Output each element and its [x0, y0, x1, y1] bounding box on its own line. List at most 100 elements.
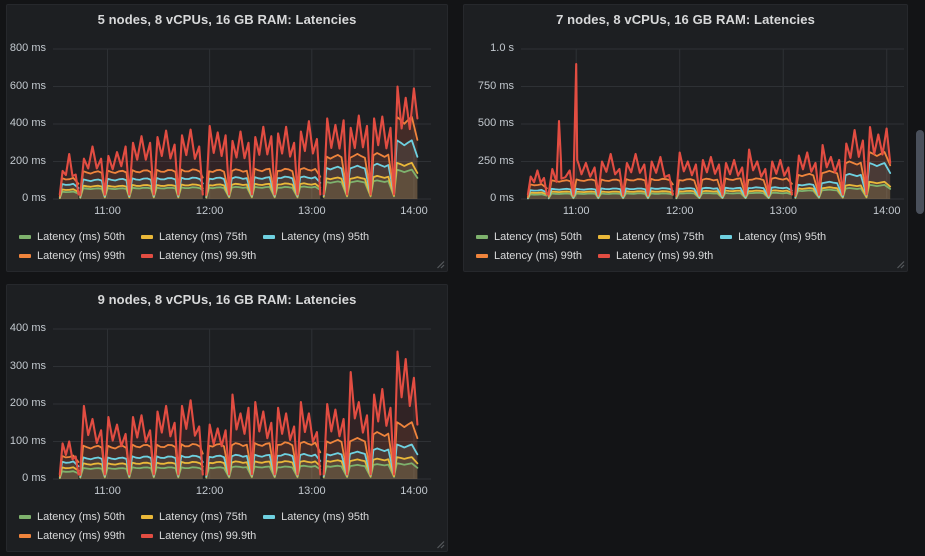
series-line-p99 — [205, 440, 322, 476]
legend-item[interactable]: Latency (ms) 99th — [476, 250, 582, 262]
legend-color-marker-icon — [19, 533, 31, 538]
legend-label: Latency (ms) 50th — [37, 510, 126, 523]
series-fill-p50 — [548, 193, 673, 199]
series-line-p75 — [322, 456, 419, 478]
legend-color-marker-icon — [141, 533, 154, 538]
panel-resize-handle-icon[interactable] — [436, 260, 445, 269]
series-fill-p99 — [80, 444, 203, 479]
y-axis-tick-label: 600 ms — [9, 79, 46, 92]
series-line-p95 — [675, 186, 793, 199]
legend-row: Latency (ms) 50th Latency (ms) 75th Latenc… — [19, 227, 369, 246]
panel-resize-handle-icon[interactable] — [896, 260, 905, 269]
series-line-p95 — [547, 187, 674, 199]
series-line-p50 — [79, 186, 204, 199]
legend-item[interactable]: Latency (ms) 95th — [720, 231, 826, 243]
legend-label: Latency (ms) 99.9th — [159, 249, 257, 262]
legend-item[interactable]: Latency (ms) 75th — [141, 511, 247, 523]
series-fill-p95 — [795, 163, 891, 199]
series-fill-p99 — [80, 169, 203, 199]
y-axis-tick-label: 0 ms — [490, 192, 514, 204]
legend-item[interactable]: Latency (ms) 99th — [19, 250, 125, 262]
series-fill-p50 — [206, 465, 321, 479]
legend-color-marker-icon — [476, 234, 488, 239]
legend-item[interactable]: Latency (ms) 50th — [19, 511, 125, 523]
y-axis-tick-label: 750 ms — [477, 79, 514, 92]
legend-row: Latency (ms) 99th Latency (ms) 99.9th — [19, 526, 369, 545]
series-fill-p999 — [548, 64, 673, 199]
series-line-p999 — [79, 399, 204, 476]
panel-resize-handle-icon[interactable] — [436, 540, 445, 549]
x-axis-tick-label: 11:00 — [94, 485, 121, 497]
graph-panel-5-nodes: 5 nodes, 8 vCPUs, 16 GB RAM: Latencies 0 … — [6, 4, 448, 272]
series-fill-p99 — [795, 152, 891, 199]
y-axis-tick-label: 200 ms — [9, 154, 46, 167]
legend-label: Latency (ms) 95th — [281, 510, 370, 523]
series-line-p999 — [547, 62, 674, 196]
legend-color-marker-icon — [598, 253, 611, 258]
legend-item[interactable]: Latency (ms) 95th — [263, 231, 369, 243]
legend-row: Latency (ms) 50th Latency (ms) 75th Latenc… — [476, 227, 826, 246]
plot-area[interactable] — [53, 48, 431, 200]
series-line-p75 — [79, 461, 204, 479]
panel-title[interactable]: 5 nodes, 8 vCPUs, 16 GB RAM: Latencies — [97, 12, 357, 27]
legend-item[interactable]: Latency (ms) 50th — [19, 231, 125, 243]
series-fill-p50 — [206, 186, 321, 199]
series-line-p999 — [205, 120, 322, 196]
series-line-p999 — [205, 393, 322, 476]
legend-label: Latency (ms) 95th — [281, 230, 370, 243]
series-line-p50 — [79, 466, 204, 479]
x-axis-tick-label: 13:00 — [769, 205, 797, 217]
graph-panel-7-nodes: 7 nodes, 8 vCPUs, 16 GB RAM: Latencies 0 … — [463, 4, 908, 272]
series-fill-p50 — [323, 169, 418, 199]
legend-label: Latency (ms) 99th — [37, 529, 126, 542]
series-line-p999 — [322, 350, 419, 476]
x-axis-tick-label: 12:00 — [665, 205, 694, 217]
legend-label: Latency (ms) 99th — [494, 249, 583, 262]
legend-label: Latency (ms) 75th — [159, 230, 248, 243]
series-fill-p50 — [59, 191, 79, 199]
grid — [53, 48, 431, 200]
plot-area[interactable] — [53, 328, 431, 480]
series-fill-p999 — [323, 86, 418, 199]
series-fill-p50 — [676, 192, 792, 199]
series-fill-p75 — [59, 467, 79, 479]
legend-color-marker-icon — [141, 514, 154, 519]
legend-row: Latency (ms) 99th Latency (ms) 99.9th — [19, 246, 369, 265]
legend-color-marker-icon — [141, 234, 154, 239]
series-line-p99 — [205, 167, 322, 197]
legend-row: Latency (ms) 99th Latency (ms) 99.9th — [476, 246, 826, 265]
series-fill-p999 — [80, 129, 203, 199]
panel-title[interactable]: 9 nodes, 8 vCPUs, 16 GB RAM: Latencies — [97, 292, 357, 307]
grid — [53, 328, 431, 480]
legend-color-marker-icon — [476, 253, 488, 258]
series-line-p95 — [79, 176, 204, 198]
legend-item[interactable]: Latency (ms) 50th — [476, 231, 582, 243]
x-axis-tick-label: 14:00 — [872, 205, 901, 217]
legend-item[interactable]: Latency (ms) 75th — [141, 231, 247, 243]
legend-color-marker-icon — [141, 253, 154, 258]
scrollbar-thumb[interactable] — [916, 130, 924, 214]
plot-area[interactable] — [521, 48, 904, 200]
legend-color-marker-icon — [19, 514, 31, 519]
legend-item[interactable]: Latency (ms) 99.9th — [141, 530, 256, 542]
x-axis-tick-label: 14:00 — [400, 205, 428, 217]
series-line-p999 — [322, 85, 419, 196]
legend-item[interactable]: Latency (ms) 75th — [598, 231, 704, 243]
series-line-p75 — [547, 190, 674, 199]
legend-color-marker-icon — [720, 234, 733, 239]
legend-label: Latency (ms) 75th — [159, 510, 248, 523]
series-line-p999 — [58, 152, 80, 196]
legend-item[interactable]: Latency (ms) 99.9th — [141, 250, 256, 262]
legend-label: Latency (ms) 95th — [738, 230, 827, 243]
legend-item[interactable]: Latency (ms) 95th — [263, 511, 369, 523]
y-axis-tick-label: 200 ms — [9, 397, 46, 409]
legend-item[interactable]: Latency (ms) 99.9th — [598, 250, 713, 262]
y-axis-tick-label: 100 ms — [9, 434, 46, 447]
series-line-p99 — [547, 177, 674, 198]
series-fill-p75 — [206, 461, 321, 479]
y-axis-tick-label: 300 ms — [9, 359, 46, 372]
panel-title[interactable]: 7 nodes, 8 vCPUs, 16 GB RAM: Latencies — [556, 12, 815, 27]
y-axis-tick-label: 0 ms — [22, 472, 46, 484]
legend-item[interactable]: Latency (ms) 99th — [19, 530, 125, 542]
